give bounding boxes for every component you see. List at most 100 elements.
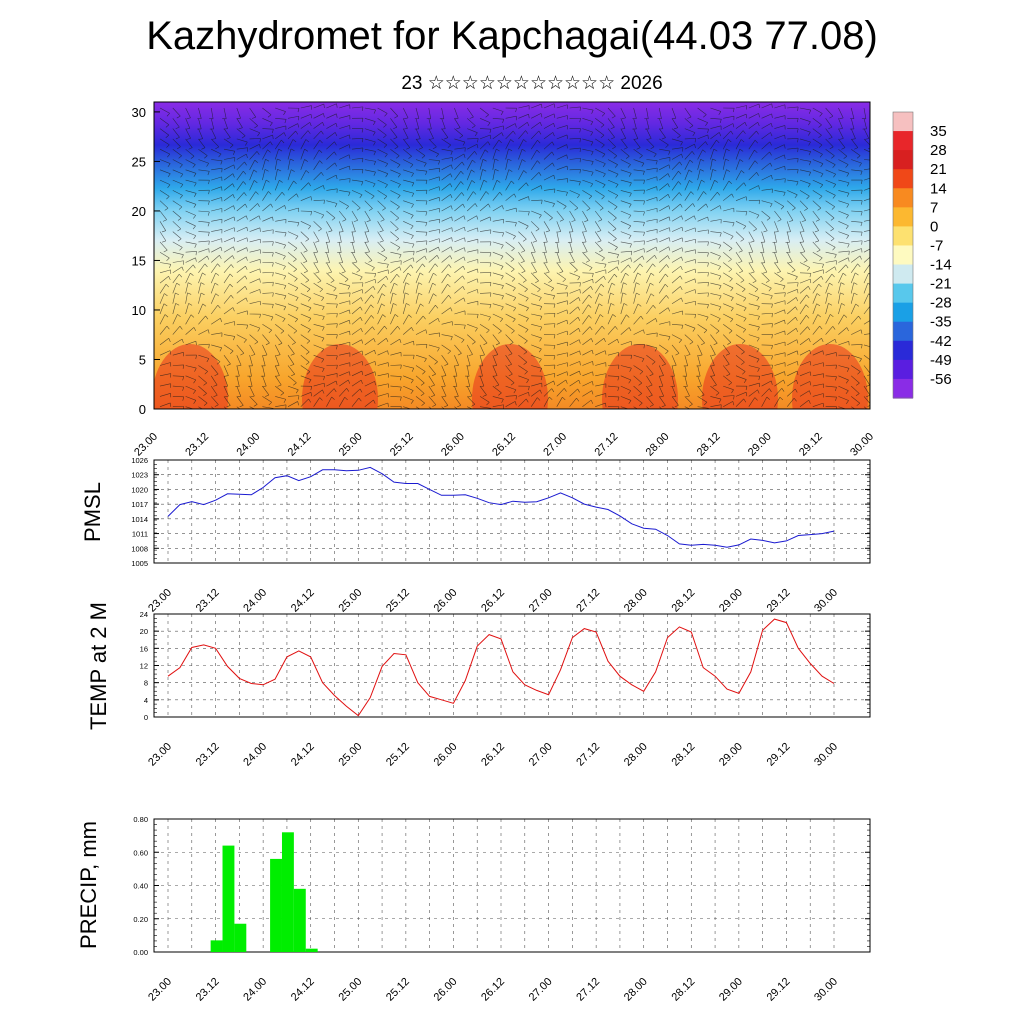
pmsl-y-tick-label: 1005 <box>131 559 148 568</box>
wind-barb-flag <box>374 381 376 386</box>
wind-barb-flag <box>294 318 298 323</box>
wind-barb <box>838 406 847 409</box>
wind-barb <box>415 263 423 273</box>
wind-barb-flag <box>178 155 182 159</box>
wind-barb-flag <box>335 355 338 360</box>
wind-barb <box>569 138 581 140</box>
wind-barb-flag <box>195 355 197 360</box>
wind-barb <box>774 210 782 220</box>
wind-barb-flag <box>501 275 504 280</box>
wind-barb <box>697 375 702 387</box>
wind-barb <box>569 241 573 253</box>
wind-barb-flag <box>295 235 299 240</box>
wind-barb-flag <box>853 292 858 296</box>
wind-barb <box>326 396 332 407</box>
wind-barb <box>595 169 606 175</box>
wind-barb <box>594 231 602 241</box>
wind-barb-flag <box>796 118 799 123</box>
wind-barb <box>863 354 870 361</box>
wind-barb-flag <box>718 245 722 249</box>
wind-barb <box>492 148 497 160</box>
temp-x-tick-label: 23.12 <box>194 741 222 769</box>
wind-barb <box>710 272 722 277</box>
wind-barb-flag <box>344 396 348 401</box>
wind-barb <box>377 402 389 407</box>
wind-barb <box>582 304 589 315</box>
wind-barb <box>723 115 735 119</box>
wind-barb-flag <box>313 251 318 254</box>
wind-barb <box>364 326 373 335</box>
wind-barb-flag <box>457 405 462 408</box>
wind-barb-flag <box>522 280 527 283</box>
wind-barb-flag <box>741 351 745 355</box>
wind-barb <box>722 148 727 160</box>
wind-barb-flag <box>666 264 669 268</box>
wind-barb-flag <box>489 129 492 134</box>
wind-barb <box>543 113 555 119</box>
wind-barb <box>530 272 539 282</box>
wind-barb-flag <box>591 151 594 156</box>
wind-barb-flag <box>203 382 207 386</box>
wind-barb-flag <box>425 171 428 176</box>
wind-barb <box>543 221 550 231</box>
wind-barb-flag <box>754 397 758 401</box>
wind-barb-flag <box>612 146 616 150</box>
wind-barb-flag <box>292 342 296 345</box>
wind-barb-flag <box>272 241 274 246</box>
wind-barb <box>172 210 182 219</box>
wind-barb-flag <box>651 361 656 365</box>
wind-barb <box>415 406 421 409</box>
wind-barb <box>287 313 298 320</box>
wind-barb <box>518 313 529 319</box>
wind-barb <box>556 330 568 335</box>
wind-barb-flag <box>629 243 632 248</box>
temp-x-tick-label: 26.00 <box>432 741 460 769</box>
wind-barb-flag <box>175 292 180 296</box>
wind-barb <box>402 303 407 315</box>
wind-barb-flag <box>207 171 210 176</box>
wind-barb-flag <box>874 187 875 191</box>
wind-barb <box>671 215 682 222</box>
wind-barb <box>287 282 299 289</box>
wind-barb-flag <box>193 204 197 208</box>
wind-barb-flag <box>167 163 171 168</box>
wind-barb-flag <box>820 173 824 178</box>
wind-barb-flag <box>406 303 410 306</box>
wind-barb-flag <box>489 272 492 277</box>
wind-barb <box>454 181 462 191</box>
wind-barb <box>211 254 220 263</box>
wind-barb-flag <box>176 115 181 119</box>
wind-barb-flag <box>664 283 669 288</box>
wind-barb-flag <box>307 130 311 134</box>
wind-barb-flag <box>538 297 542 301</box>
wind-barb-flag <box>809 390 811 395</box>
wind-barb <box>249 278 260 284</box>
wind-barb <box>300 130 309 140</box>
wind-barb-flag <box>705 122 708 127</box>
wind-barb <box>659 406 663 409</box>
wind-barb <box>210 365 219 375</box>
wind-barb-flag <box>259 314 261 319</box>
temp-x-tick-label: 23.00 <box>146 741 174 769</box>
cross-section-x-tick-label: 23.12 <box>183 431 211 459</box>
wind-barb <box>287 365 295 375</box>
wind-barb <box>185 231 196 236</box>
wind-barb <box>236 334 247 340</box>
wind-barb <box>428 406 433 409</box>
wind-barb-flag <box>383 257 388 262</box>
wind-barb <box>556 352 568 356</box>
wind-barb-flag <box>556 231 561 233</box>
wind-barb <box>723 282 734 289</box>
wind-barb <box>441 118 446 129</box>
wind-barb-flag <box>232 194 235 199</box>
wind-barb-flag <box>628 225 632 230</box>
wind-barb <box>659 148 671 152</box>
wind-barb-flag <box>780 278 784 283</box>
wind-barb-flag <box>766 396 771 400</box>
wind-barb-flag <box>741 340 746 344</box>
wind-barb <box>159 200 169 209</box>
wind-barb-flag <box>664 414 667 416</box>
wind-barb-flag <box>372 183 376 188</box>
wind-barb <box>671 297 682 304</box>
wind-barb <box>735 324 746 330</box>
